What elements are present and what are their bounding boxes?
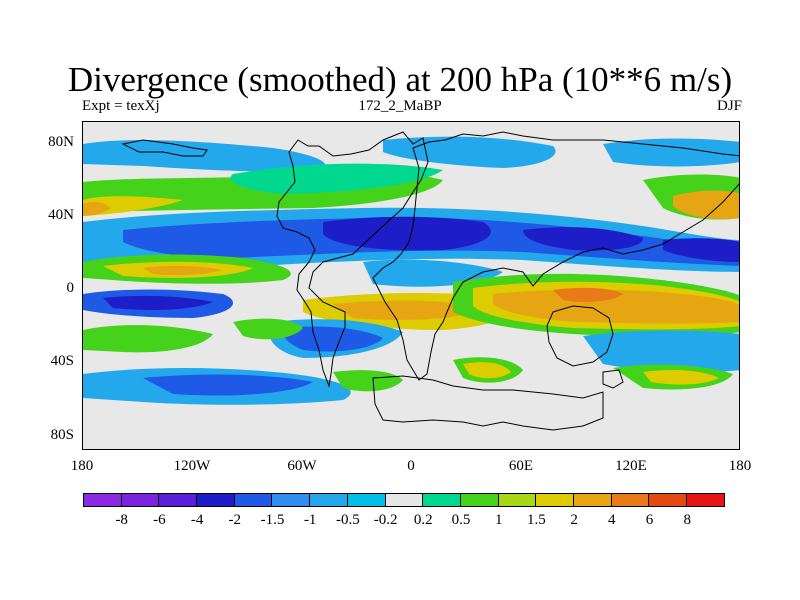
experiment-label: Expt = texXj — [82, 98, 160, 114]
colorbar-swatch — [686, 493, 725, 507]
contour-band — [233, 318, 303, 340]
contour-band — [463, 362, 511, 379]
coastline-outline — [372, 375, 604, 431]
colorbar-label: 1 — [494, 512, 503, 528]
colorbar-label: 1.5 — [527, 512, 546, 528]
lat-tick-80s: 80S — [50, 427, 74, 443]
colorbar-swatch — [233, 493, 273, 507]
colorbar-label: -4 — [190, 512, 204, 528]
colorbar-swatch — [422, 493, 461, 507]
colorbar-swatch — [83, 493, 122, 507]
contour-band — [663, 238, 739, 262]
colorbar-label: 0.2 — [413, 512, 433, 528]
colorbar-swatch — [120, 493, 160, 507]
colorbar-swatch — [271, 493, 311, 507]
contour-band — [583, 330, 739, 372]
contour-band — [603, 138, 739, 167]
colorbar-label: -0.5 — [336, 512, 360, 528]
lat-tick-80n: 80N — [48, 134, 74, 150]
colorbar-swatch — [196, 493, 235, 507]
lon-tick-0: 0 — [407, 458, 415, 474]
colorbar-label: -2 — [228, 512, 242, 528]
lat-tick-40s: 40S — [50, 353, 74, 369]
contour-band — [673, 190, 739, 220]
colorbar-swatch — [459, 493, 499, 507]
contour-band — [83, 325, 213, 353]
contour-band — [553, 287, 623, 302]
contour-band — [83, 196, 183, 216]
contour-band — [83, 201, 111, 216]
season-label: DJF — [716, 98, 742, 114]
colorbar-label: -1.5 — [260, 512, 285, 528]
colorbar-swatch — [158, 493, 198, 507]
colorbar-swatch — [535, 493, 574, 507]
colorbar — [83, 493, 725, 507]
lon-tick-60e: 60E — [508, 458, 534, 474]
colorbar-swatch — [346, 493, 386, 507]
map-title: Divergence (smoothed) at 200 hPa (10**6 … — [67, 60, 733, 99]
contour-band — [230, 163, 443, 194]
coastline-outline — [372, 131, 739, 381]
contour-band — [323, 216, 491, 251]
run-label: 172_2_MaBP — [358, 98, 442, 114]
map-plot-area — [82, 121, 740, 450]
coastline-outline — [602, 369, 624, 389]
colorbar-swatch — [648, 493, 687, 507]
colorbar-label: -1 — [303, 512, 317, 528]
contour-band — [383, 136, 556, 168]
lon-tick-120e: 120E — [615, 458, 647, 474]
lat-tick-40n: 40N — [48, 207, 74, 223]
colorbar-label: 0.5 — [451, 512, 471, 528]
colorbar-swatch — [610, 493, 650, 507]
lon-tick-180e: 180 — [728, 458, 752, 474]
colorbar-swatch — [384, 493, 424, 507]
coastline-outline — [276, 131, 429, 388]
colorbar-label: -8 — [115, 512, 128, 528]
contour-band — [493, 289, 739, 324]
lon-tick-180w: 180 — [70, 458, 94, 474]
colorbar-label: -6 — [153, 512, 166, 528]
colorbar-label: -0.2 — [373, 512, 398, 528]
contour-band — [103, 295, 213, 310]
contour-band — [143, 265, 223, 276]
colorbar-swatch — [309, 493, 348, 507]
coastline-outline — [121, 139, 208, 157]
lat-tick-0: 0 — [66, 280, 75, 296]
colorbar-label: 2 — [570, 512, 578, 528]
contour-band — [143, 374, 313, 396]
colorbar-label: 4 — [608, 512, 616, 528]
colorbar-label: 6 — [645, 512, 654, 528]
contour-band — [523, 227, 643, 251]
contour-band — [333, 370, 403, 392]
contour-band — [282, 326, 383, 352]
lon-tick-60w: 60W — [287, 458, 317, 474]
colorbar-swatch — [572, 493, 612, 507]
contour-band — [83, 140, 326, 172]
colorbar-label: 8 — [683, 512, 691, 528]
colorbar-swatch — [497, 493, 537, 507]
lon-tick-120w: 120W — [173, 458, 211, 474]
contour-band — [643, 370, 719, 385]
divergence-field — [83, 122, 739, 449]
coastline-outline — [546, 305, 614, 367]
